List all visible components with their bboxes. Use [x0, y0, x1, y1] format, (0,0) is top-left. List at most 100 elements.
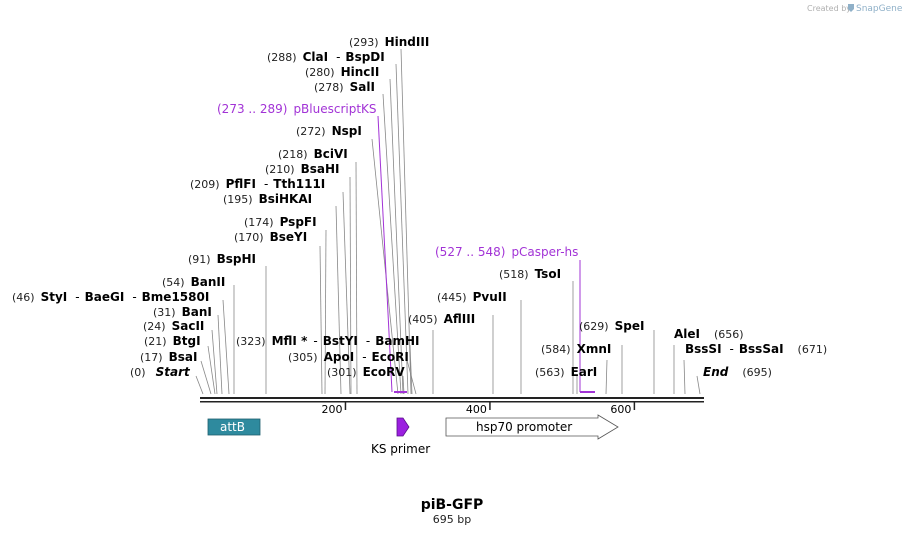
feature-hsp70-label: hsp70 promoter — [476, 420, 572, 434]
site-name: BamHI — [375, 334, 419, 348]
site-pos: (288) — [267, 51, 297, 64]
site-pos: (46) — [12, 291, 35, 304]
primer-name: pCasper-hs — [511, 245, 578, 259]
site-pos: (584) — [541, 343, 571, 356]
svg-text:End(695): End (695) — [703, 365, 772, 379]
sequence-title: piB-GFP — [421, 497, 484, 513]
site-pos: (170) — [234, 231, 264, 244]
site-labels: (293) HindIII (288) ClaI - BspDI (280) HincII… — [12, 35, 827, 379]
svg-text:(54)BanII: (54) BanII — [162, 275, 225, 289]
site-pos: (323) — [236, 335, 266, 348]
svg-text:(174)PspFI: (174) PspFI — [244, 215, 317, 229]
site-pos: (21) — [144, 335, 167, 348]
feature-ks-primer[interactable] — [396, 417, 410, 437]
site-pos: (305) — [288, 351, 318, 364]
svg-text:(288)ClaI-BspDI: (288) ClaI - BspDI — [267, 50, 385, 64]
site-name: BseYI — [270, 230, 308, 244]
primer-range: (273 .. 289) — [217, 102, 287, 116]
site-pos: (31) — [153, 306, 176, 319]
site-pos: (91) — [188, 253, 211, 266]
credit-brand: SnapGene — [856, 4, 903, 14]
svg-text:BssSI-BssSaI(671): BssSI - BssSaI (671) — [685, 342, 827, 356]
site-pos: (195) — [223, 193, 253, 206]
site-name: End — [703, 365, 729, 379]
site-pos: (174) — [244, 216, 274, 229]
site-name: EcoRV — [363, 365, 406, 379]
site-name: Tth111I — [273, 177, 325, 191]
site-pos: (563) — [535, 366, 565, 379]
svg-text:(195)BsiHKAI: (195) BsiHKAI — [223, 192, 312, 206]
site-name: HindIII — [385, 35, 430, 49]
site-pos: (272) — [296, 125, 326, 138]
svg-text:(210)BsaHI: (210) BsaHI — [265, 162, 340, 176]
site-pos: (218) — [278, 148, 308, 161]
site-name: EarI — [571, 365, 598, 379]
site-name: BspDI — [345, 50, 384, 64]
site-name: BstYI — [323, 334, 358, 348]
svg-text:AleI(656): AleI (656) — [674, 327, 744, 341]
site-pos: (695) — [742, 366, 772, 379]
svg-text:(24)SacII: (24) SacII — [143, 319, 204, 333]
site-pos: (518) — [499, 268, 529, 281]
axis-tick-label: 600 — [610, 403, 631, 416]
site-name: StyI — [41, 290, 68, 304]
svg-text:(46)StyI-BaeGI-Bme1580I: (46) StyI - BaeGI - Bme1580I — [12, 290, 209, 304]
site-name: MflI * — [272, 334, 308, 348]
svg-text:(272)NspI: (272) NspI — [296, 124, 362, 138]
site-name: TsoI — [535, 267, 561, 281]
svg-text:(527 .. 548)pCasper-hs: (527 .. 548) pCasper-hs — [435, 245, 578, 259]
site-name: ApoI — [324, 350, 355, 364]
svg-text:(323)MflI *-BstYI-BamHI: (323) MflI * - BstYI - BamHI — [236, 334, 420, 348]
site-name: EcoRI — [372, 350, 409, 364]
site-name: BanII — [191, 275, 226, 289]
site-name: SpeI — [615, 319, 645, 333]
site-name: PflFI — [226, 177, 256, 191]
sequence-length: 695 bp — [433, 513, 471, 526]
site-pos: (656) — [714, 328, 744, 341]
site-name: BssSaI — [739, 342, 784, 356]
site-name: AflIII — [444, 312, 476, 326]
svg-text:(405)AflIII: (405) AflIII — [408, 312, 475, 326]
site-pos: (445) — [437, 291, 467, 304]
svg-text:(301)EcoRV: (301) EcoRV — [327, 365, 405, 379]
snapgene-logo-icon — [848, 4, 854, 12]
site-name: Bme1580I — [142, 290, 210, 304]
site-name: BciVI — [314, 147, 348, 161]
feature-attb[interactable] — [207, 418, 261, 436]
site-name: NspI — [332, 124, 362, 138]
site-name: BaeGI — [85, 290, 125, 304]
svg-text:(31)BanI: (31) BanI — [153, 305, 212, 319]
svg-text:(218)BciVI: (218) BciVI — [278, 147, 348, 161]
svg-text:(445)PvuII: (445) PvuII — [437, 290, 507, 304]
site-name: SalI — [350, 80, 375, 94]
svg-text:(21)BtgI: (21) BtgI — [144, 334, 201, 348]
site-name: PspFI — [280, 215, 317, 229]
primer-binding-pcasper — [580, 391, 595, 393]
primer-range: (527 .. 548) — [435, 245, 505, 259]
svg-text:(278)SalI: (278) SalI — [314, 80, 375, 94]
svg-text:(209)PflFI-Tth111I: (209) PflFI - Tth111I — [190, 177, 325, 191]
site-name: AleI — [674, 327, 700, 341]
feature-ks-label: KS primer — [371, 442, 430, 456]
svg-text:(273 .. 289)pBluescriptKS: (273 .. 289) pBluescriptKS — [217, 102, 377, 116]
site-pos: (671) — [798, 343, 828, 356]
svg-text:(629)SpeI: (629) SpeI — [579, 319, 644, 333]
site-name: BsiHKAI — [259, 192, 313, 206]
site-name: BsaHI — [301, 162, 340, 176]
axis-tick-label: 400 — [466, 403, 487, 416]
primer-connector-lines — [377, 115, 581, 393]
svg-text:(584)XmnI: (584) XmnI — [541, 342, 611, 356]
site-pos: (0) — [130, 366, 146, 379]
svg-text:(17)BsaI: (17) BsaI — [140, 350, 197, 364]
site-name: HincII — [341, 65, 380, 79]
feature-hsp70-promoter[interactable] — [445, 414, 619, 440]
site-pos: (278) — [314, 81, 344, 94]
site-name: Start — [156, 365, 191, 379]
axis-tick-label: 200 — [321, 403, 342, 416]
feature-attb-label: attB — [220, 420, 245, 434]
site-pos: (629) — [579, 320, 609, 333]
site-name: BsaI — [169, 350, 198, 364]
svg-text:(0)Start: (0) Start — [130, 365, 191, 379]
site-pos: (17) — [140, 351, 163, 364]
